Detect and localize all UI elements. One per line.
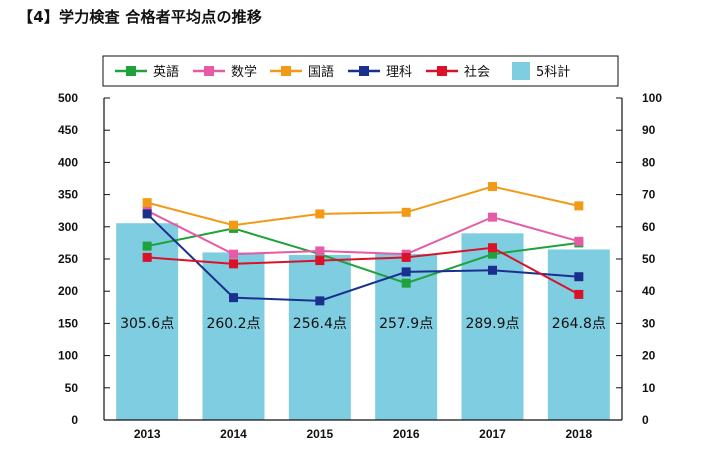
series-point-社会 <box>574 289 584 299</box>
legend-label: 数学 <box>231 64 257 80</box>
bar-value-label: 260.2点 <box>206 316 260 332</box>
right-tick-label: 0 <box>642 413 649 427</box>
x-tick-label: 2017 <box>479 427 506 441</box>
right-tick-label: 50 <box>642 252 656 266</box>
series-point-理科 <box>488 265 497 275</box>
right-tick-label: 30 <box>642 316 656 330</box>
axes-layer: 0 50 100 150 200 250 300 350 400 450 500 0 10 20 30 40 5… <box>58 91 662 441</box>
legend-label: 英語 <box>153 64 179 80</box>
bar-2017 <box>461 233 524 420</box>
legend-label: 社会 <box>464 64 490 80</box>
bar-value-label: 256.4点 <box>293 316 347 332</box>
series-point-国語 <box>142 198 152 208</box>
right-tick-label: 80 <box>642 155 656 169</box>
right-tick-label: 60 <box>642 220 656 234</box>
series-point-英語 <box>142 241 152 251</box>
left-tick-label: 350 <box>58 188 78 202</box>
x-tick-label: 2018 <box>565 427 592 441</box>
left-tick-label: 50 <box>65 381 79 395</box>
series-point-社会 <box>142 252 152 262</box>
left-tick-label: 150 <box>58 316 78 330</box>
series-point-英語 <box>401 278 411 288</box>
bar-2015 <box>288 254 351 420</box>
series-line-国語 <box>146 185 580 227</box>
legend-marker <box>281 66 291 76</box>
right-tick-label: 10 <box>642 381 656 395</box>
series-point-国語 <box>229 220 238 230</box>
right-tick-label: 90 <box>642 123 656 137</box>
series-point-数学 <box>574 236 584 246</box>
series-line-理科 <box>146 213 579 302</box>
legend-label: 理科 <box>386 65 412 80</box>
bar-value-label: 264.8点 <box>552 316 606 332</box>
series-point-数学 <box>315 246 325 256</box>
x-tick-label: 2013 <box>134 427 161 441</box>
bar-value-label: 289.9点 <box>465 316 519 332</box>
series-point-数学 <box>488 212 497 222</box>
legend-marker <box>126 66 136 76</box>
series-point-国語 <box>401 207 411 217</box>
bar-value-label: 257.9点 <box>379 316 433 332</box>
series-point-国語 <box>488 182 497 192</box>
bar-value-label: 305.6点 <box>120 316 174 332</box>
left-tick-label: 450 <box>58 123 78 137</box>
series-point-理科 <box>401 267 411 277</box>
series-line-英語 <box>146 227 579 285</box>
series-line-社会 <box>147 246 580 296</box>
series-line-数学 <box>146 209 580 256</box>
left-tick-label: 500 <box>58 91 78 105</box>
legend-marker <box>359 66 369 76</box>
bar-2014 <box>202 252 265 420</box>
left-tick-label: 200 <box>58 284 78 298</box>
legend-label: 国語 <box>308 64 334 80</box>
left-tick-label: 0 <box>71 413 78 427</box>
right-tick-label: 100 <box>642 91 662 105</box>
series-point-社会 <box>401 252 411 262</box>
chart-title: 【4】学力検査 合格者平均点の推移 <box>18 8 263 26</box>
left-tick-label: 250 <box>58 252 78 266</box>
line-layer <box>142 182 584 306</box>
series-point-理科 <box>142 209 152 219</box>
left-tick-label: 300 <box>58 220 78 234</box>
right-tick-label: 40 <box>642 284 656 298</box>
x-tick-label: 2015 <box>306 427 333 441</box>
series-point-理科 <box>315 296 325 306</box>
x-tick-label: 2014 <box>220 427 247 441</box>
series-point-社会 <box>229 259 238 269</box>
bar-label-layer: 305.6点 260.2点 256.4点 257.9点 289.9点 264.8点 <box>120 316 606 332</box>
bar-layer <box>116 223 610 420</box>
left-tick-label: 400 <box>58 155 78 169</box>
x-tick-label: 2016 <box>393 427 420 441</box>
legend-marker <box>437 66 447 76</box>
series-point-理科 <box>574 272 584 282</box>
legend-marker <box>204 66 214 76</box>
series-point-国語 <box>574 201 584 211</box>
series-point-社会 <box>488 243 497 253</box>
series-point-理科 <box>229 293 238 303</box>
right-tick-label: 70 <box>642 188 656 202</box>
left-tick-label: 100 <box>58 349 78 363</box>
series-point-英語 <box>488 249 497 259</box>
legend-swatch <box>512 62 530 80</box>
series-point-国語 <box>315 209 325 219</box>
series-point-数学 <box>229 249 238 259</box>
legend: 英語 数学 国語 理科 社会 5科計 <box>102 55 619 87</box>
legend-label: 5科計 <box>536 64 570 80</box>
right-tick-label: 20 <box>642 349 656 363</box>
series-point-社会 <box>315 256 325 266</box>
